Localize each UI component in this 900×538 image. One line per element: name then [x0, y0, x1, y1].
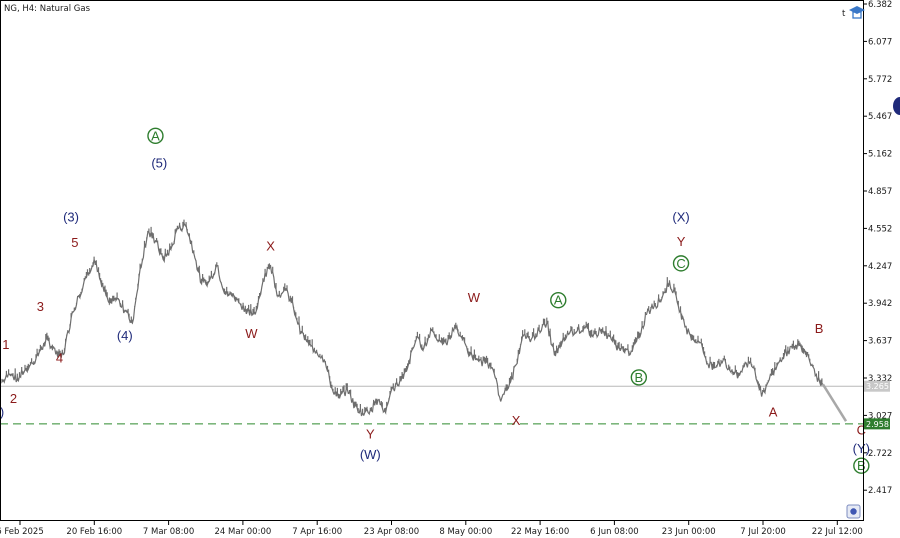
wave-label: 3 [37, 299, 44, 314]
wave-label: (5) [151, 155, 167, 170]
plot-frame [0, 0, 864, 521]
wave-label: 5 [71, 235, 78, 250]
price-series [1, 219, 848, 422]
y-tick-label: 2.417 [868, 486, 892, 496]
wave-label: Y [366, 426, 375, 441]
price-tag-label: 3.265 [866, 382, 889, 391]
y-tick-label: 4.857 [868, 187, 892, 197]
wave-circle [853, 457, 870, 474]
wave-label: C [676, 256, 685, 271]
y-tick-label: 3.332 [868, 374, 892, 384]
y-tick-label: 3.942 [868, 299, 892, 309]
wave-label: A [769, 404, 778, 419]
price-tag-label: 2.958 [866, 420, 889, 429]
wave-label: A [554, 293, 563, 308]
y-tick-label: 5.162 [868, 150, 892, 160]
current-price-tag [864, 380, 890, 392]
x-tick-label: 7 Apr 16:00 [292, 527, 342, 537]
y-tick-label: 4.552 [868, 224, 892, 234]
wave-label: X [266, 239, 275, 254]
y-tick-label: 2.722 [868, 449, 892, 459]
y-axis: 6.382 6.077 5.772 5.467 5.162 4.857 4.552 4.247… [863, 0, 892, 496]
price-line [1, 219, 824, 417]
x-tick-label: 6 Feb 2025 [0, 527, 44, 537]
wave-label: 1 [2, 337, 9, 352]
wave-label: (W) [360, 447, 381, 462]
x-tick-label: 7 Mar 08:00 [143, 527, 194, 537]
wave-label: X [512, 413, 521, 428]
x-tick-label: 7 Jul 20:00 [740, 527, 786, 537]
wave-label: B [815, 321, 824, 336]
price-tags: 3.265 2.958 [864, 380, 890, 430]
y-tick-label: 5.772 [868, 75, 892, 85]
x-tick-label: 20 Feb 16:00 [66, 527, 122, 537]
wave-label: (X) [672, 209, 689, 224]
x-tick-label: 22 May 16:00 [511, 527, 569, 537]
wave-circle [630, 369, 648, 386]
x-tick-label: 23 Jun 00:00 [662, 527, 716, 537]
scroll-button-icon[interactable] [846, 504, 861, 519]
projection-line [821, 383, 848, 422]
wave-label: W [245, 326, 258, 341]
wave-label: Y [677, 234, 686, 249]
wave-label: 4 [56, 350, 63, 365]
wave-circle [672, 255, 690, 272]
wave-circle [550, 291, 567, 309]
x-tick-label: 24 Mar 00:00 [215, 527, 272, 537]
wave-label: (3) [63, 209, 79, 224]
wave-label: ) [0, 404, 4, 419]
corner-label: t [842, 9, 846, 19]
wave-label: (4) [117, 328, 133, 343]
wave-label: 2 [10, 391, 17, 406]
wave-label: B [635, 370, 644, 385]
x-tick-label: 23 Apr 08:00 [364, 527, 419, 537]
y-tick-label: 4.247 [868, 262, 892, 272]
wave-label: W [468, 290, 481, 305]
x-tick-label: 22 Jul 12:00 [812, 527, 863, 537]
y-tick-label: 6.077 [868, 37, 892, 47]
y-tick-label: 6.382 [868, 0, 892, 10]
target-price-tag [864, 418, 890, 430]
horizontal-levels [0, 385, 863, 425]
wave-label: A [151, 128, 160, 143]
y-tick-label: 3.637 [868, 337, 892, 347]
x-axis: 6 Feb 2025 20 Feb 16:00 7 Mar 08:00 24 Mar … [0, 521, 863, 537]
wave-label: C [857, 423, 866, 438]
half-circle-icon[interactable] [893, 97, 900, 115]
wave-label: B [857, 458, 866, 473]
graduation-cap-icon[interactable] [849, 6, 865, 19]
x-tick-label: 8 May 00:00 [439, 527, 492, 537]
y-tick-label: 3.027 [868, 411, 892, 421]
x-tick-label: 6 Jun 08:00 [590, 527, 639, 537]
y-tick-label: 5.467 [868, 112, 892, 122]
wave-circle [147, 127, 164, 145]
wave-label: (Y) [853, 441, 870, 456]
chart-title: NG, H4: Natural Gas [4, 4, 91, 14]
